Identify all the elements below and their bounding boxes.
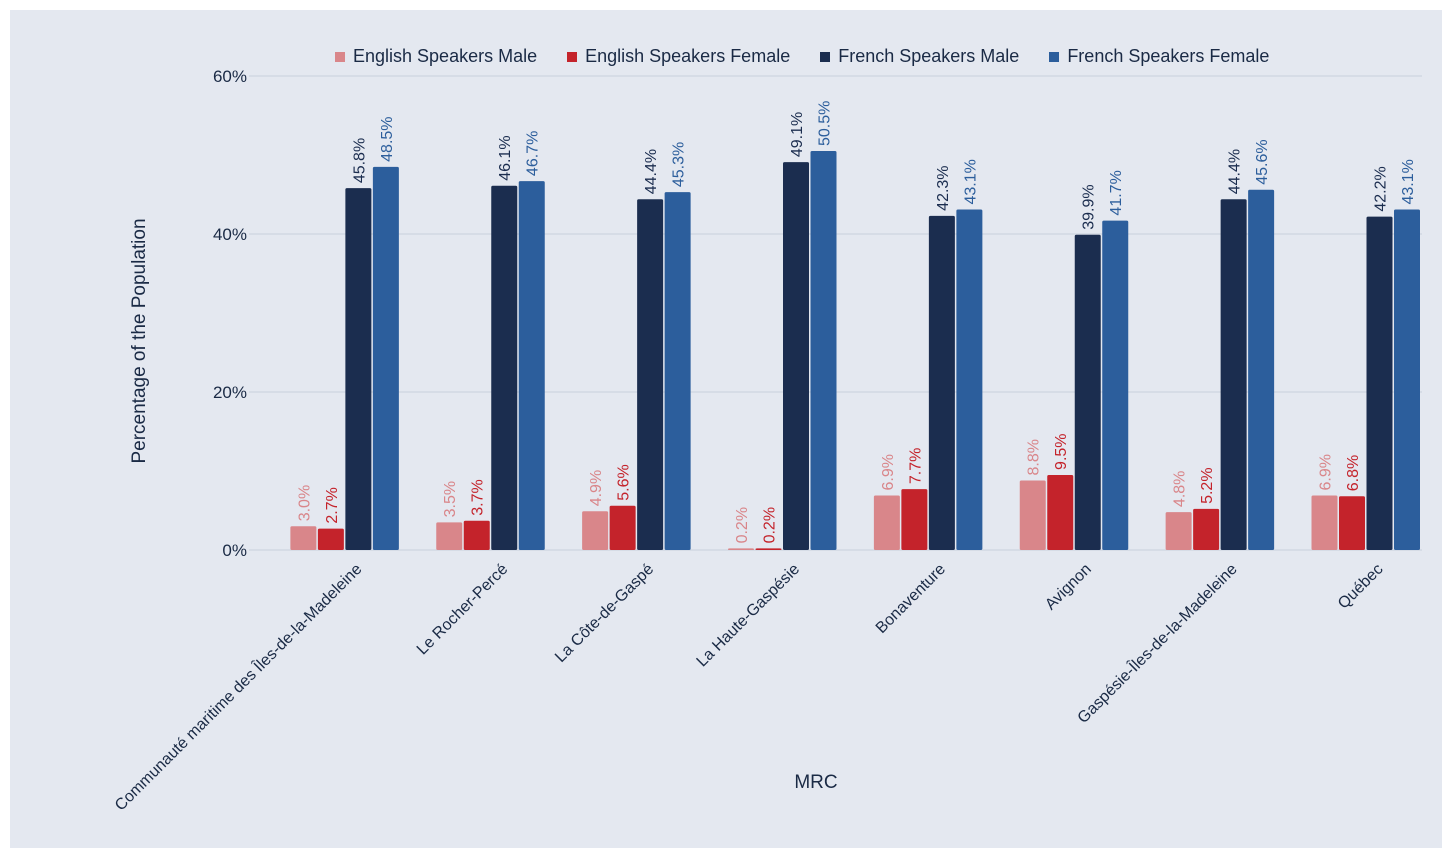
bar bbox=[1193, 508, 1220, 550]
legend-label: French Speakers Female bbox=[1067, 46, 1270, 66]
bar bbox=[1074, 234, 1101, 551]
legend-label: French Speakers Male bbox=[838, 46, 1020, 66]
data-label: 0.2% bbox=[734, 507, 751, 543]
bar bbox=[317, 528, 344, 550]
data-label: 42.3% bbox=[935, 165, 952, 210]
data-label: 39.9% bbox=[1081, 184, 1098, 229]
bar bbox=[1248, 189, 1275, 550]
data-label: 5.6% bbox=[616, 464, 633, 500]
data-label: 3.5% bbox=[442, 481, 459, 517]
x-tick-label: Communauté maritime des Îles-de-la-Madel… bbox=[111, 559, 366, 814]
bar bbox=[491, 185, 518, 550]
bar bbox=[810, 151, 837, 551]
bar bbox=[928, 215, 955, 550]
legend-swatch bbox=[335, 51, 345, 62]
data-label: 41.7% bbox=[1108, 170, 1125, 215]
data-label: 44.4% bbox=[1227, 149, 1244, 194]
data-label: 43.1% bbox=[962, 159, 979, 204]
x-tick-label: Avignon bbox=[1042, 561, 1095, 614]
bar bbox=[901, 489, 928, 550]
x-tick-label: Gaspésie-Îles-de-la-Madeleine bbox=[1073, 559, 1241, 727]
data-label: 45.3% bbox=[671, 142, 688, 187]
x-tick-label: Le Rocher-Percé bbox=[414, 561, 512, 659]
bar bbox=[755, 548, 782, 550]
legend-item-english-female[interactable]: English Speakers Female bbox=[567, 46, 790, 67]
legend-swatch bbox=[1049, 51, 1060, 62]
data-label: 6.9% bbox=[1318, 454, 1335, 490]
x-axis-title: MRC bbox=[794, 772, 838, 793]
data-label: 6.9% bbox=[880, 454, 897, 490]
legend-item-english-male[interactable]: English Speakers Male bbox=[335, 46, 537, 67]
bar bbox=[1311, 495, 1338, 550]
data-label: 48.5% bbox=[379, 116, 396, 161]
x-tick-label: La Côte-de-Gaspé bbox=[552, 561, 657, 666]
bar bbox=[290, 526, 317, 550]
bar bbox=[518, 181, 545, 550]
legend-item-french-female[interactable]: French Speakers Female bbox=[1049, 46, 1269, 67]
bar bbox=[1394, 209, 1420, 550]
bar bbox=[728, 548, 754, 550]
y-tick-label: 20% bbox=[213, 383, 247, 402]
data-label: 46.1% bbox=[497, 135, 514, 180]
legend-item-french-male[interactable]: French Speakers Male bbox=[820, 46, 1019, 67]
bar bbox=[372, 166, 399, 550]
legend: English Speakers Male English Speakers F… bbox=[335, 46, 1299, 67]
legend-swatch bbox=[820, 51, 831, 62]
data-label: 44.4% bbox=[643, 149, 660, 194]
bar-chart: 0% 20% 40% 60% 3.0% 2.7% 45.8% 48.5% Communauté … bbox=[111, 67, 1422, 814]
legend-label: English Speakers Female bbox=[585, 46, 791, 66]
data-label: 42.2% bbox=[1373, 166, 1390, 211]
data-label: 45.8% bbox=[351, 138, 368, 183]
bar bbox=[637, 199, 664, 551]
legend-label: English Speakers Male bbox=[353, 46, 538, 66]
data-label: 6.8% bbox=[1345, 455, 1362, 491]
bar bbox=[1339, 496, 1365, 550]
y-tick-label: 60% bbox=[213, 67, 247, 86]
y-axis-title: Percentage of the Population bbox=[129, 218, 150, 464]
y-tick-label: 0% bbox=[222, 541, 247, 560]
data-label: 0.2% bbox=[762, 507, 779, 543]
data-label: 4.9% bbox=[588, 470, 605, 506]
data-label: 50.5% bbox=[817, 101, 834, 146]
bar bbox=[1047, 474, 1074, 550]
bar bbox=[783, 162, 809, 551]
data-label: 46.7% bbox=[525, 131, 542, 176]
bar bbox=[582, 511, 609, 550]
data-label: 3.7% bbox=[470, 479, 487, 515]
bar bbox=[1102, 220, 1129, 550]
bar bbox=[664, 192, 691, 550]
data-label: 4.8% bbox=[1172, 471, 1189, 507]
data-label: 7.7% bbox=[907, 448, 924, 484]
bar bbox=[1366, 216, 1393, 550]
data-label: 5.2% bbox=[1199, 467, 1216, 503]
data-label: 43.1% bbox=[1400, 159, 1417, 204]
bar bbox=[609, 505, 636, 550]
data-label: 49.1% bbox=[789, 112, 806, 157]
data-label: 3.0% bbox=[296, 485, 313, 521]
data-label: 2.7% bbox=[324, 487, 341, 523]
bar bbox=[1165, 512, 1192, 550]
bar bbox=[1019, 480, 1046, 550]
bar bbox=[956, 209, 983, 550]
data-label: 9.5% bbox=[1053, 433, 1070, 469]
x-tick-label: Québec bbox=[1335, 561, 1387, 613]
legend-swatch bbox=[567, 51, 578, 62]
bar bbox=[873, 495, 900, 550]
data-label: 45.6% bbox=[1254, 139, 1271, 184]
bar bbox=[463, 520, 490, 550]
chart-panel: 0% 20% 40% 60% 3.0% 2.7% 45.8% 48.5% Communauté … bbox=[10, 10, 1442, 848]
bar bbox=[345, 188, 372, 550]
x-tick-label: Bonaventure bbox=[873, 561, 949, 637]
data-label: 8.8% bbox=[1026, 439, 1043, 475]
bar bbox=[436, 522, 463, 550]
x-tick-label: La Haute-Gaspésie bbox=[694, 561, 804, 671]
y-tick-label: 40% bbox=[213, 225, 247, 244]
bar bbox=[1220, 199, 1247, 551]
